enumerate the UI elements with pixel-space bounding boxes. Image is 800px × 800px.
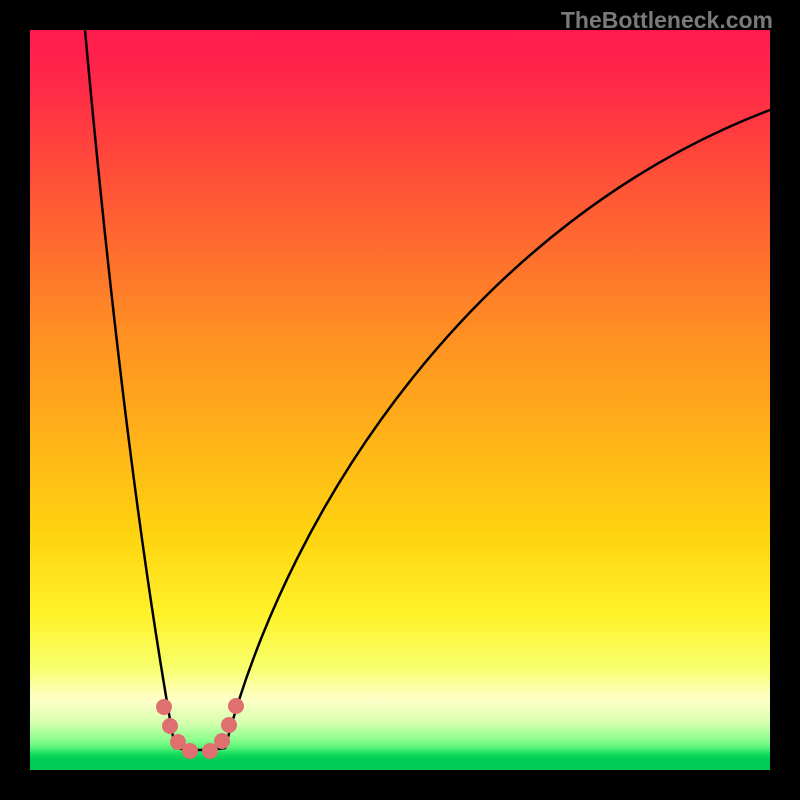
data-marker (162, 718, 178, 734)
data-marker (221, 717, 237, 733)
data-marker (182, 743, 198, 759)
data-marker (156, 699, 172, 715)
data-marker (228, 698, 244, 714)
data-marker (214, 733, 230, 749)
watermark-text: TheBottleneck.com (561, 7, 773, 34)
bottleneck-curve (85, 30, 770, 750)
curve-svg-layer (0, 0, 800, 800)
